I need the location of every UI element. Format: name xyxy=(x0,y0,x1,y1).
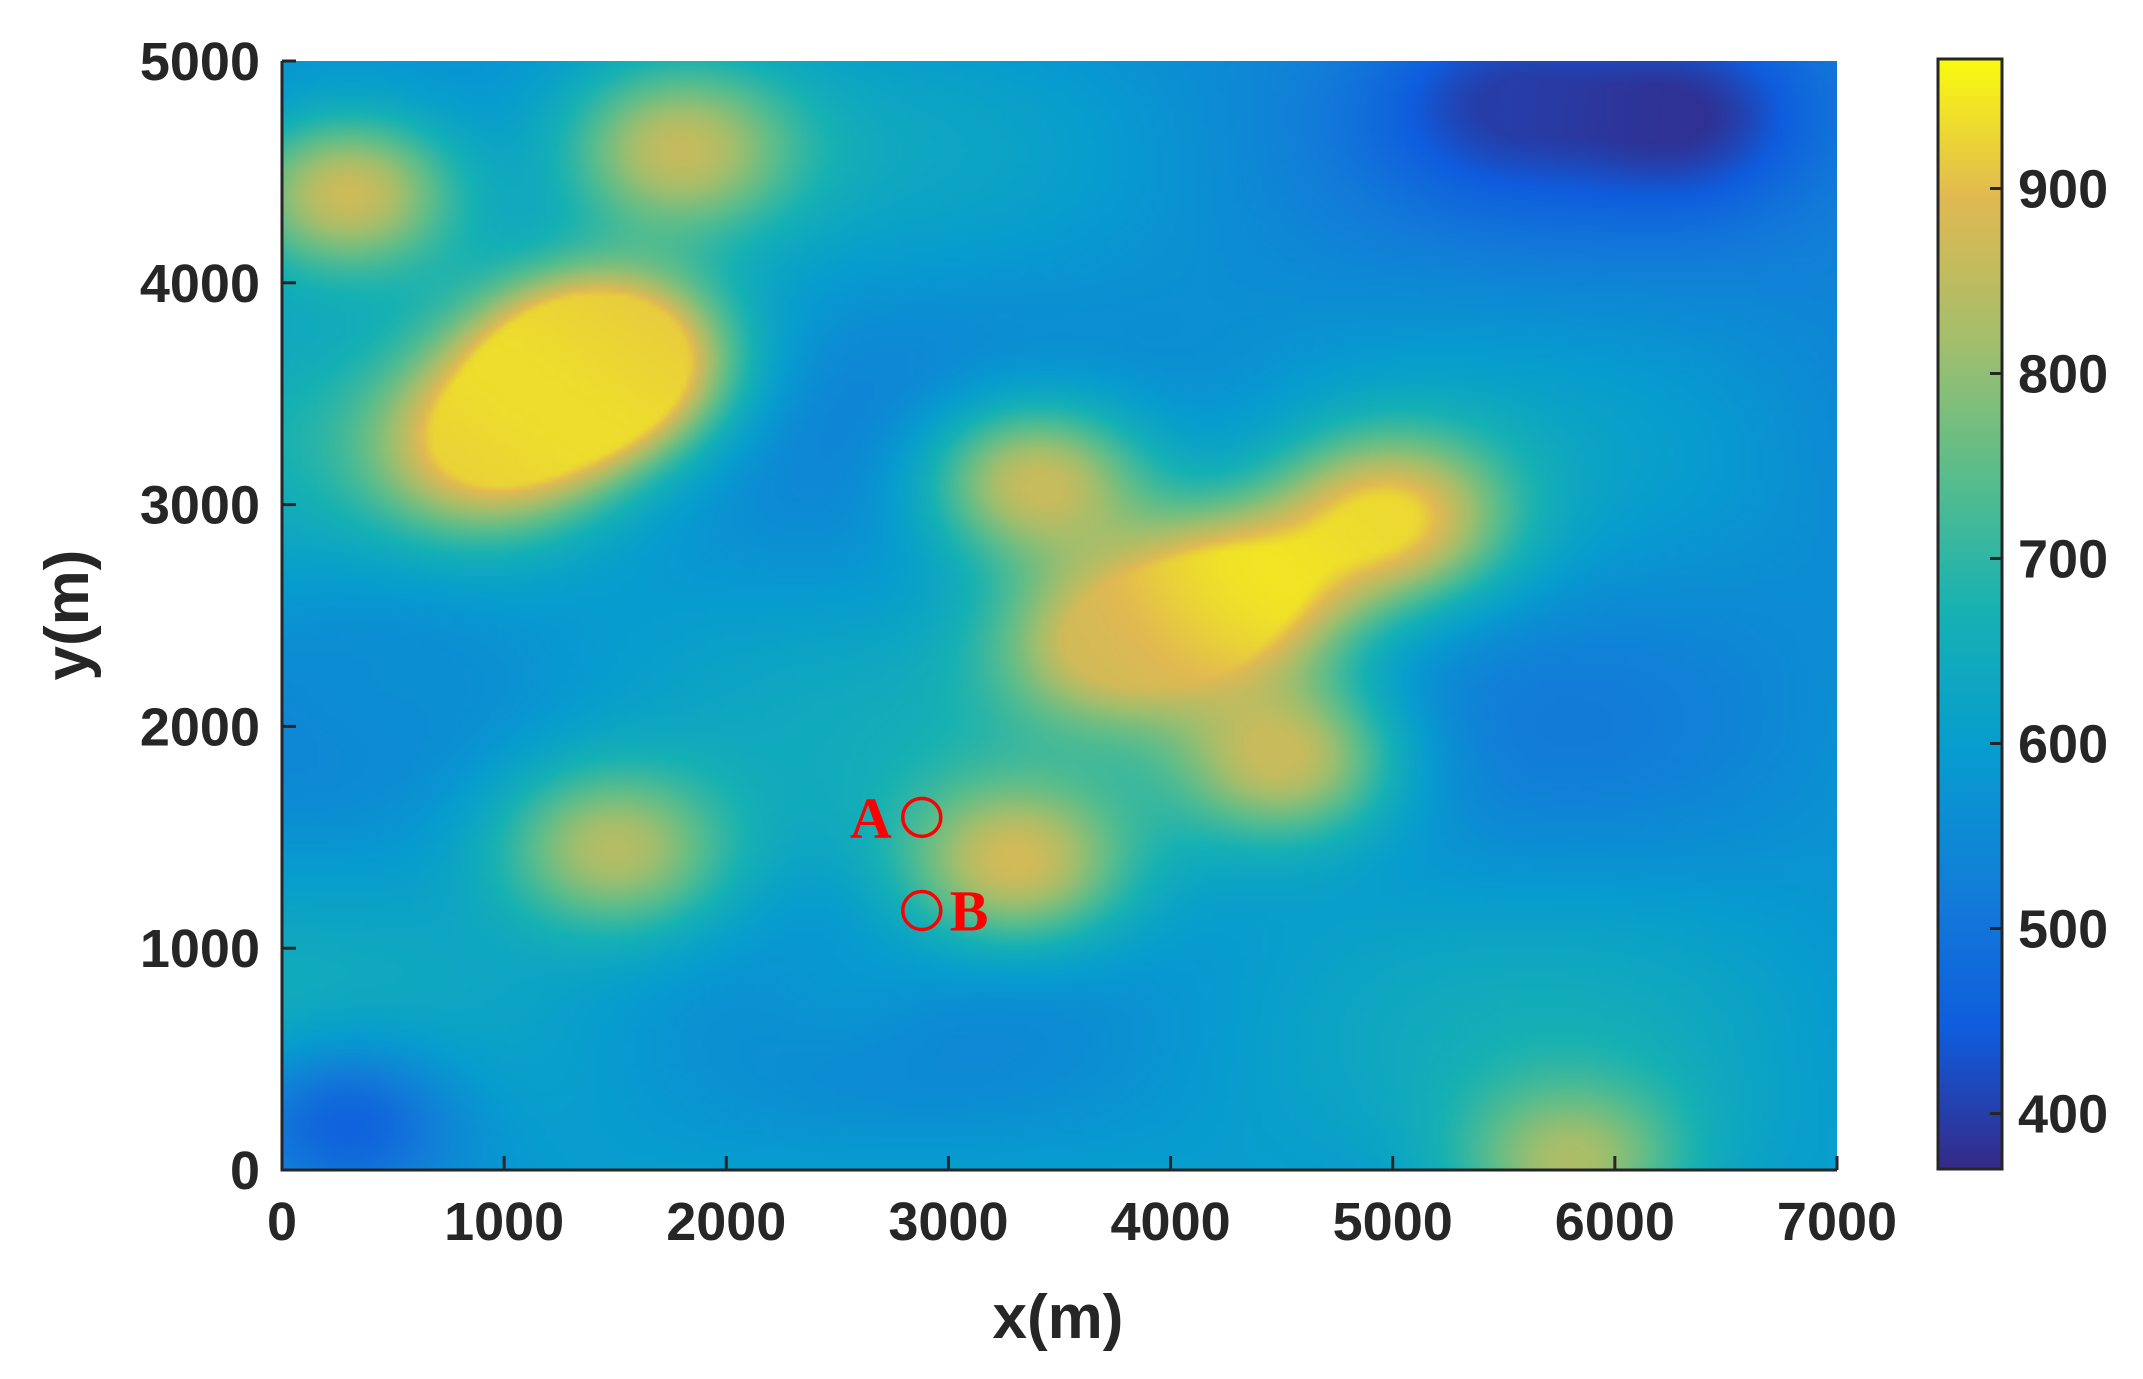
colorbar-tick-label: 700 xyxy=(2018,530,2108,590)
annotation-markers: AB xyxy=(850,785,989,943)
colorbar-tick-label: 900 xyxy=(2018,160,2108,220)
x-tick-label: 0 xyxy=(267,1192,297,1252)
colorbar-tick-label: 600 xyxy=(2018,715,2108,775)
colorbar-ticks: 400 500 600 700 800 900 xyxy=(1990,160,2108,1145)
x-axis-label: x(m) xyxy=(993,1283,1124,1352)
x-axis-ticks: 0 1000 2000 3000 4000 5000 6000 7000 xyxy=(267,1156,1897,1252)
point-a-marker xyxy=(901,796,943,839)
point-a-label: A xyxy=(850,785,892,850)
colorbar-tick-label: 400 xyxy=(2018,1085,2108,1145)
y-tick-label: 2000 xyxy=(140,697,260,757)
x-tick-label: 5000 xyxy=(1333,1192,1453,1252)
point-b-label: B xyxy=(950,878,989,943)
y-tick-label: 4000 xyxy=(140,254,260,314)
y-axis-label: y(m) xyxy=(33,550,102,681)
x-tick-label: 1000 xyxy=(444,1192,564,1252)
x-tick-label: 6000 xyxy=(1555,1192,1675,1252)
plot-area: AB 0 1000 2000 3000 4000 5000 6000 7000 0 1000 20… xyxy=(140,32,1897,1252)
y-tick-label: 3000 xyxy=(140,476,260,536)
colorbar-tick-label: 500 xyxy=(2018,900,2108,960)
x-tick-label: 2000 xyxy=(666,1192,786,1252)
y-axis-ticks: 0 1000 2000 3000 4000 5000 xyxy=(140,32,296,1201)
colorbar-gradient xyxy=(1938,59,2002,1169)
x-tick-label: 3000 xyxy=(888,1192,1008,1252)
heatmap-field xyxy=(282,61,1837,1170)
y-tick-label: 0 xyxy=(230,1141,260,1201)
colorbar: 400 500 600 700 800 900 xyxy=(1936,57,2108,1171)
y-tick-label: 5000 xyxy=(140,32,260,92)
colorbar-tick-label: 800 xyxy=(2018,345,2108,405)
x-tick-label: 4000 xyxy=(1111,1192,1231,1252)
x-tick-label: 7000 xyxy=(1777,1192,1897,1252)
point-b-marker xyxy=(901,889,943,932)
y-tick-label: 1000 xyxy=(140,919,260,979)
colorbar-frame xyxy=(1936,57,2004,1171)
